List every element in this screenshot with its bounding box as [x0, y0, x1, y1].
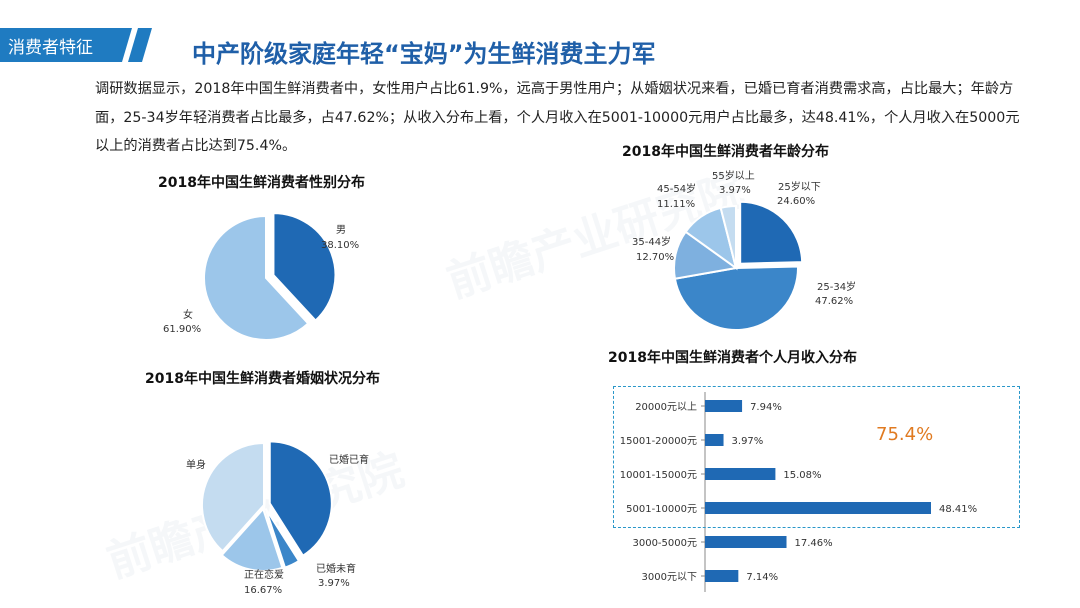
marriage-label-dating-name: 正在恋爱	[244, 568, 284, 581]
income-highlight-box	[613, 386, 1020, 528]
page-title: 中产阶级家庭年轻“宝妈”为生鲜消费主力军	[192, 40, 656, 68]
section-tag-label: 消费者特征	[8, 38, 93, 58]
income-value-3: 48.41%	[939, 504, 977, 515]
gender-label-male-name: 男	[336, 224, 346, 236]
age-label-55plus-name: 55岁以上	[712, 169, 755, 182]
age-label-under25-name: 25岁以下	[778, 180, 821, 193]
income-value-1: 3.97%	[732, 436, 764, 447]
income-chart-title: 2018年中国生鲜消费者个人月收入分布	[608, 350, 857, 366]
income-bar-2	[705, 468, 776, 480]
marriage-label-dating-value: 16.67%	[244, 585, 282, 596]
marriage-pie-slice-2	[220, 506, 284, 572]
age-pie-slice-4	[719, 204, 737, 269]
gender-pie-slice-0	[272, 212, 337, 322]
age-label-55plus-value: 3.97%	[719, 185, 751, 196]
gender-label-male-value: 38.10%	[321, 240, 359, 251]
marriage-label-single: 单身	[186, 458, 206, 471]
age-pie-slice-1	[673, 265, 799, 331]
age-label-35-44-value: 12.70%	[636, 252, 674, 263]
income-callout: 75.4%	[876, 424, 934, 445]
age-label-under25-value: 24.60%	[777, 196, 815, 207]
income-value-2: 15.08%	[783, 470, 821, 481]
age-chart-title: 2018年中国生鲜消费者年龄分布	[622, 144, 829, 160]
income-value-5: 7.14%	[746, 572, 778, 583]
marriage-pie-slice-3	[201, 441, 265, 553]
intro-paragraph: 调研数据显示，2018年中国生鲜消费者中，女性用户占比61.9%，远高于男性用户…	[95, 81, 1020, 154]
income-category-4: 3000-5000元	[632, 538, 697, 549]
income-bar-4	[705, 536, 787, 548]
gender-label-female-value: 61.90%	[163, 324, 201, 335]
gender-chart-title: 2018年中国生鲜消费者性别分布	[158, 175, 365, 191]
age-pie-slice-0	[739, 200, 804, 265]
age-label-25-34-name: 25-34岁	[817, 280, 856, 293]
income-bar-5	[705, 570, 739, 582]
gender-label-female-name: 女	[183, 308, 193, 321]
income-category-1: 15001-20000元	[620, 436, 697, 447]
marriage-chart-title: 2018年中国生鲜消费者婚姻状况分布	[145, 371, 380, 387]
age-label-25-34-value: 47.62%	[815, 296, 853, 307]
marriage-label-married-no-child-name: 已婚未育	[316, 562, 356, 575]
marriage-label-married-with-child: 已婚已育	[329, 453, 369, 466]
marriage-label-married-no-child-value: 3.97%	[318, 578, 350, 589]
income-category-2: 10001-15000元	[620, 470, 697, 481]
income-category-0: 20000元以上	[635, 401, 697, 413]
income-bar-3	[705, 502, 931, 514]
income-bar-1	[705, 434, 724, 446]
income-value-4: 17.46%	[795, 538, 833, 549]
age-label-35-44-name: 35-44岁	[632, 235, 671, 248]
section-tag: 消费者特征	[0, 28, 152, 62]
age-label-45-54-name: 45-54岁	[657, 182, 696, 195]
income-bar-0	[705, 400, 743, 412]
section-tag-shape	[0, 28, 152, 62]
marriage-pie-slice-0	[268, 440, 333, 558]
income-category-3: 5001-10000元	[626, 504, 697, 515]
marriage-pie-slice-1	[264, 508, 301, 569]
age-label-45-54-value: 11.11%	[657, 199, 695, 210]
income-value-0: 7.94%	[750, 402, 782, 413]
income-category-5: 3000元以下	[642, 572, 697, 583]
gender-pie-slice-1	[203, 214, 310, 341]
